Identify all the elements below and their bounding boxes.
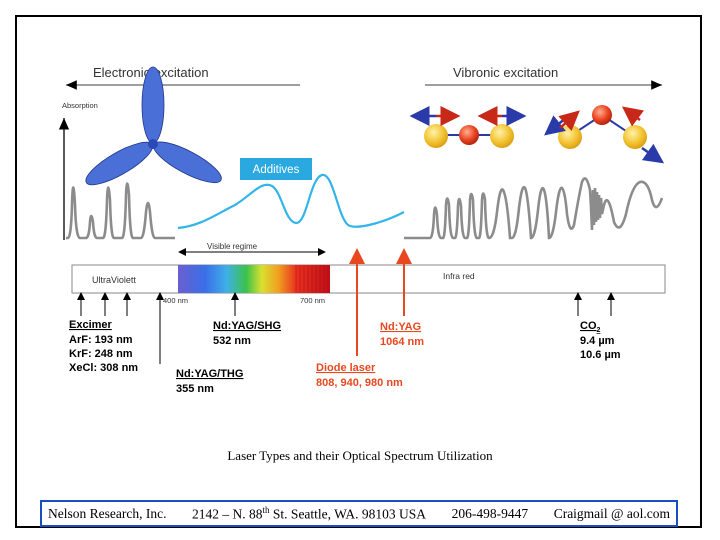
co2-title: CO2	[580, 320, 601, 334]
ndyag-value: 1064 nm	[380, 336, 424, 348]
infrared-label: Infra red	[443, 271, 475, 281]
orbital-lobes-icon	[85, 66, 222, 186]
absorption-label: Absorption	[62, 101, 98, 110]
footer-company: Nelson Research, Inc.	[48, 505, 167, 521]
co2-line: 10.6 µm	[580, 349, 621, 361]
ndyag-shg-value: 532 nm	[213, 335, 251, 347]
ir-absorption-spectrum	[404, 177, 664, 240]
ndyag-thg-value: 355 nm	[176, 383, 214, 395]
bent-molecule-icon	[544, 105, 665, 164]
ndyag-title: Nd:YAG	[380, 321, 421, 333]
additives-box	[240, 158, 312, 180]
excimer-line: KrF: 248 nm	[69, 348, 133, 360]
figure-caption: Laser Types and their Optical Spectrum U…	[227, 448, 493, 463]
linear-molecule-icon	[409, 106, 527, 148]
vibronic-excitation-label: Vibronic excitation	[453, 65, 558, 80]
footer-contact-bar: Nelson Research, Inc. 2142 – N. 88th St.…	[40, 500, 678, 527]
diode-laser-title: Diode laser	[316, 362, 376, 374]
wavelength-700-label: 700 nm	[300, 296, 325, 305]
visible-spectrum-band	[178, 265, 330, 293]
red-laser-arrows	[349, 248, 412, 356]
spectrum-bar	[71, 264, 666, 294]
visible-regime-label: Visible regime	[207, 242, 258, 251]
footer-email: Craigmail @ aol.com	[553, 505, 670, 521]
uv-absorption-spectrum	[66, 182, 175, 240]
wavelength-400-label: 400 nm	[163, 296, 188, 305]
co2-line: 9.4 µm	[580, 335, 615, 347]
footer-address: 2142 – N. 88th St. Seattle, WA. 98103 US…	[192, 504, 427, 522]
additives-absorption-curve	[177, 173, 405, 230]
laser-position-arrows	[77, 292, 615, 364]
excimer-line: XeCl: 308 nm	[69, 362, 138, 374]
diode-laser-value: 808, 940, 980 nm	[316, 377, 403, 389]
excimer-line: ArF: 193 nm	[69, 334, 133, 346]
ultraviolet-label: UltraViolett	[92, 275, 136, 285]
ndyag-thg-title: Nd:YAG/THG	[176, 368, 243, 380]
excimer-title: Excimer	[69, 319, 113, 331]
additives-label: Additives	[253, 164, 300, 176]
ndyag-shg-title: Nd:YAG/SHG	[213, 320, 281, 332]
footer-phone: 206-498-9447	[451, 505, 529, 521]
